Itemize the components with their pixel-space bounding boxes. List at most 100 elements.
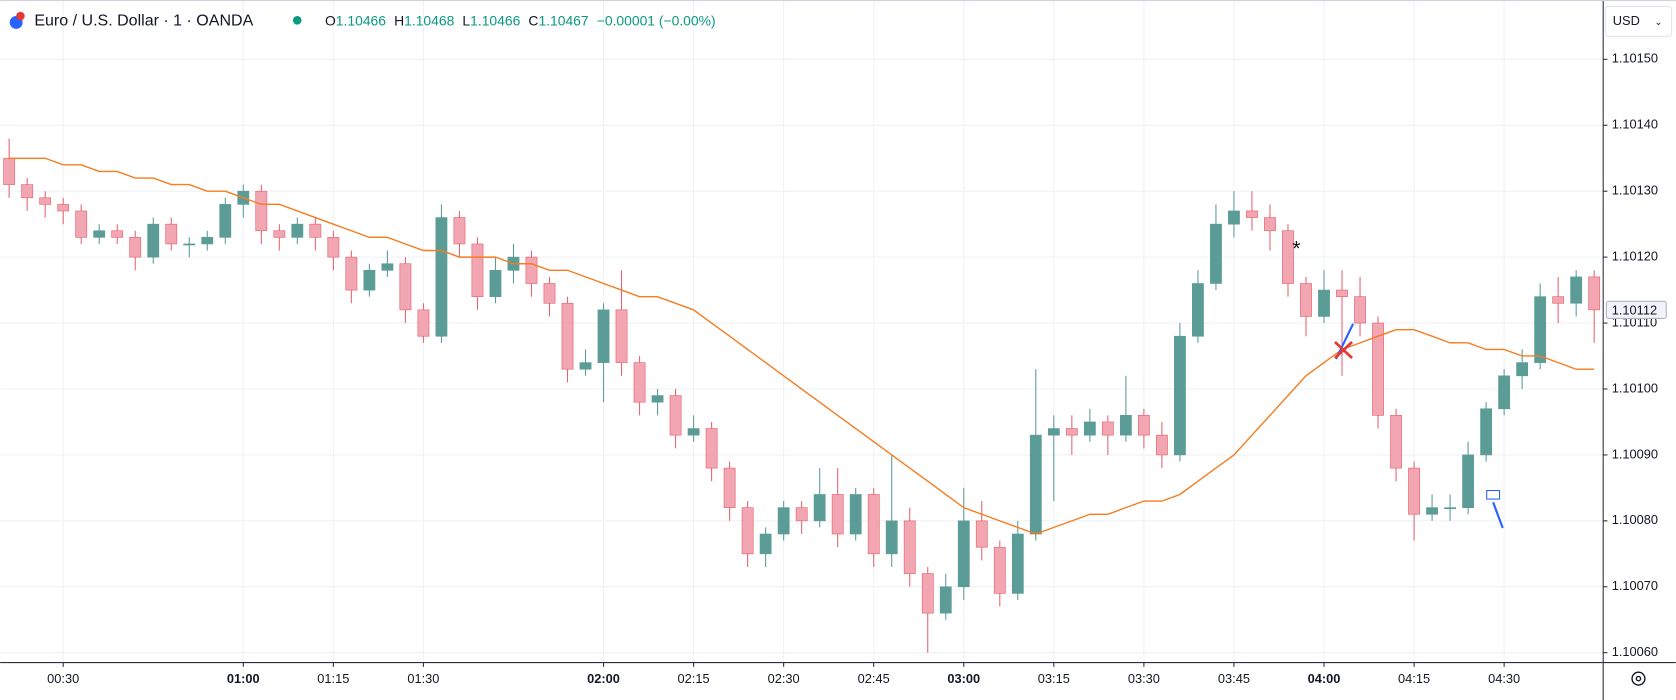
ohlc-value: 1.10466: [336, 12, 386, 28]
candle-body: [795, 507, 808, 522]
trend-line: [1492, 501, 1504, 529]
candle-body: [399, 263, 412, 311]
candle-body: [1444, 507, 1456, 510]
x-marker: [1334, 341, 1353, 359]
candle-body: [1246, 210, 1258, 218]
x-tick-label: 03:30: [1128, 671, 1160, 686]
candle-body: [489, 269, 502, 298]
currency-button[interactable]: [1604, 5, 1673, 37]
candle-body: [471, 243, 484, 298]
x-tick-label: 02:00: [587, 671, 620, 686]
currency-label[interactable]: USD: [1613, 13, 1640, 28]
y-tick-label: 1.10130: [1612, 183, 1658, 198]
candle-body: [993, 546, 1006, 594]
candle-body: [1119, 415, 1132, 436]
x-tick-label: 02:45: [858, 671, 890, 686]
x-tick-label: 03:15: [1038, 671, 1070, 686]
candle-body: [1101, 421, 1114, 436]
candle-body: [363, 269, 376, 291]
candle-body: [867, 494, 880, 555]
candle-body: [1228, 210, 1240, 225]
x-tick-label: 00:30: [47, 671, 79, 686]
candle-body: [669, 395, 682, 436]
candle-body: [309, 223, 322, 238]
candle-body: [903, 520, 916, 574]
candle-body: [1336, 289, 1348, 298]
candle-body: [345, 256, 358, 291]
candle-body: [705, 428, 718, 469]
candle-body: [1498, 375, 1511, 410]
candle-body: [327, 237, 340, 258]
candle-body: [921, 573, 934, 614]
candle-body: [147, 223, 160, 258]
last-price-tag: [1605, 300, 1667, 319]
candle-body: [1192, 283, 1204, 337]
candle-body: [957, 520, 970, 588]
box-marker: [1486, 490, 1501, 500]
candle-body: [831, 494, 844, 535]
candle-body: [435, 217, 448, 337]
candle-body: [291, 223, 304, 238]
candle-body: [813, 494, 826, 522]
y-tick-label: 1.10060: [1612, 644, 1658, 659]
candle-body: [1065, 428, 1078, 436]
candle-body: [1426, 507, 1438, 515]
candle-body: [759, 533, 772, 555]
candle-body: [381, 263, 394, 271]
candle-body: [579, 362, 592, 370]
candle-body: [849, 494, 862, 535]
y-tick-label: 1.10100: [1612, 380, 1658, 395]
market-status: [292, 16, 302, 25]
candle-body: [21, 184, 34, 199]
candle-body: [417, 309, 430, 337]
y-tick-label: 1.10070: [1612, 578, 1658, 593]
x-tick-label: 01:00: [227, 671, 260, 686]
x-tick-label: 03:45: [1218, 671, 1250, 686]
candle-body: [1588, 276, 1601, 311]
plot: [3, 138, 1601, 653]
candle-body: [1390, 415, 1402, 469]
candle-body: [111, 230, 124, 238]
x-tick-label: 04:30: [1488, 671, 1520, 686]
candle-body: [1480, 408, 1493, 456]
x-tick-label: 04:15: [1398, 671, 1430, 686]
candle-body: [57, 204, 70, 212]
ohlc-legend: O1.10466 H1.10468 L1.10466 C1.10467 −0.0…: [325, 12, 716, 28]
candle-body: [39, 197, 52, 205]
candle-body: [1047, 428, 1060, 436]
settings-button[interactable]: [1631, 671, 1646, 686]
candle-body: [1318, 289, 1330, 317]
candle-body: [597, 309, 610, 363]
ohlc-value: 1.10466: [470, 12, 520, 28]
price-axis: 1.10060 1.10070 1.10080 1.10090 1.10100 1.101…: [1603, 51, 1667, 659]
candle-body: [1264, 217, 1276, 232]
candle-body: [1354, 296, 1366, 324]
candle-body: [741, 507, 754, 555]
candle-body: [687, 428, 700, 436]
ohlc-label: L: [462, 12, 470, 28]
candle-body: [939, 586, 952, 614]
candle-body: [975, 520, 988, 548]
y-tick-label: 1.10120: [1612, 249, 1658, 264]
candle-body: [633, 362, 646, 403]
candle-body: [183, 243, 196, 246]
dropdown-arrow[interactable]: ⌄: [1654, 17, 1662, 28]
change-value: −0.00001 (−0.00%): [597, 12, 716, 28]
candle-body: [1282, 230, 1294, 284]
candle-body: [1011, 533, 1024, 594]
ohlc-label: H: [394, 12, 404, 28]
x-tick-label: 04:00: [1308, 671, 1341, 686]
candle-body: [1534, 296, 1547, 363]
candle-body: [615, 309, 628, 363]
asterisk-marker: *: [1292, 237, 1300, 261]
candle-body: [651, 395, 664, 403]
settings-button[interactable]: [1635, 675, 1642, 682]
candle-body: [1137, 415, 1150, 436]
last-price-label: 1.10112: [1612, 302, 1657, 317]
candle-body: [1155, 434, 1168, 456]
candle-body: [1174, 335, 1186, 456]
x-tick-label: 02:30: [768, 671, 800, 686]
x-tick-label: 02:15: [678, 671, 710, 686]
